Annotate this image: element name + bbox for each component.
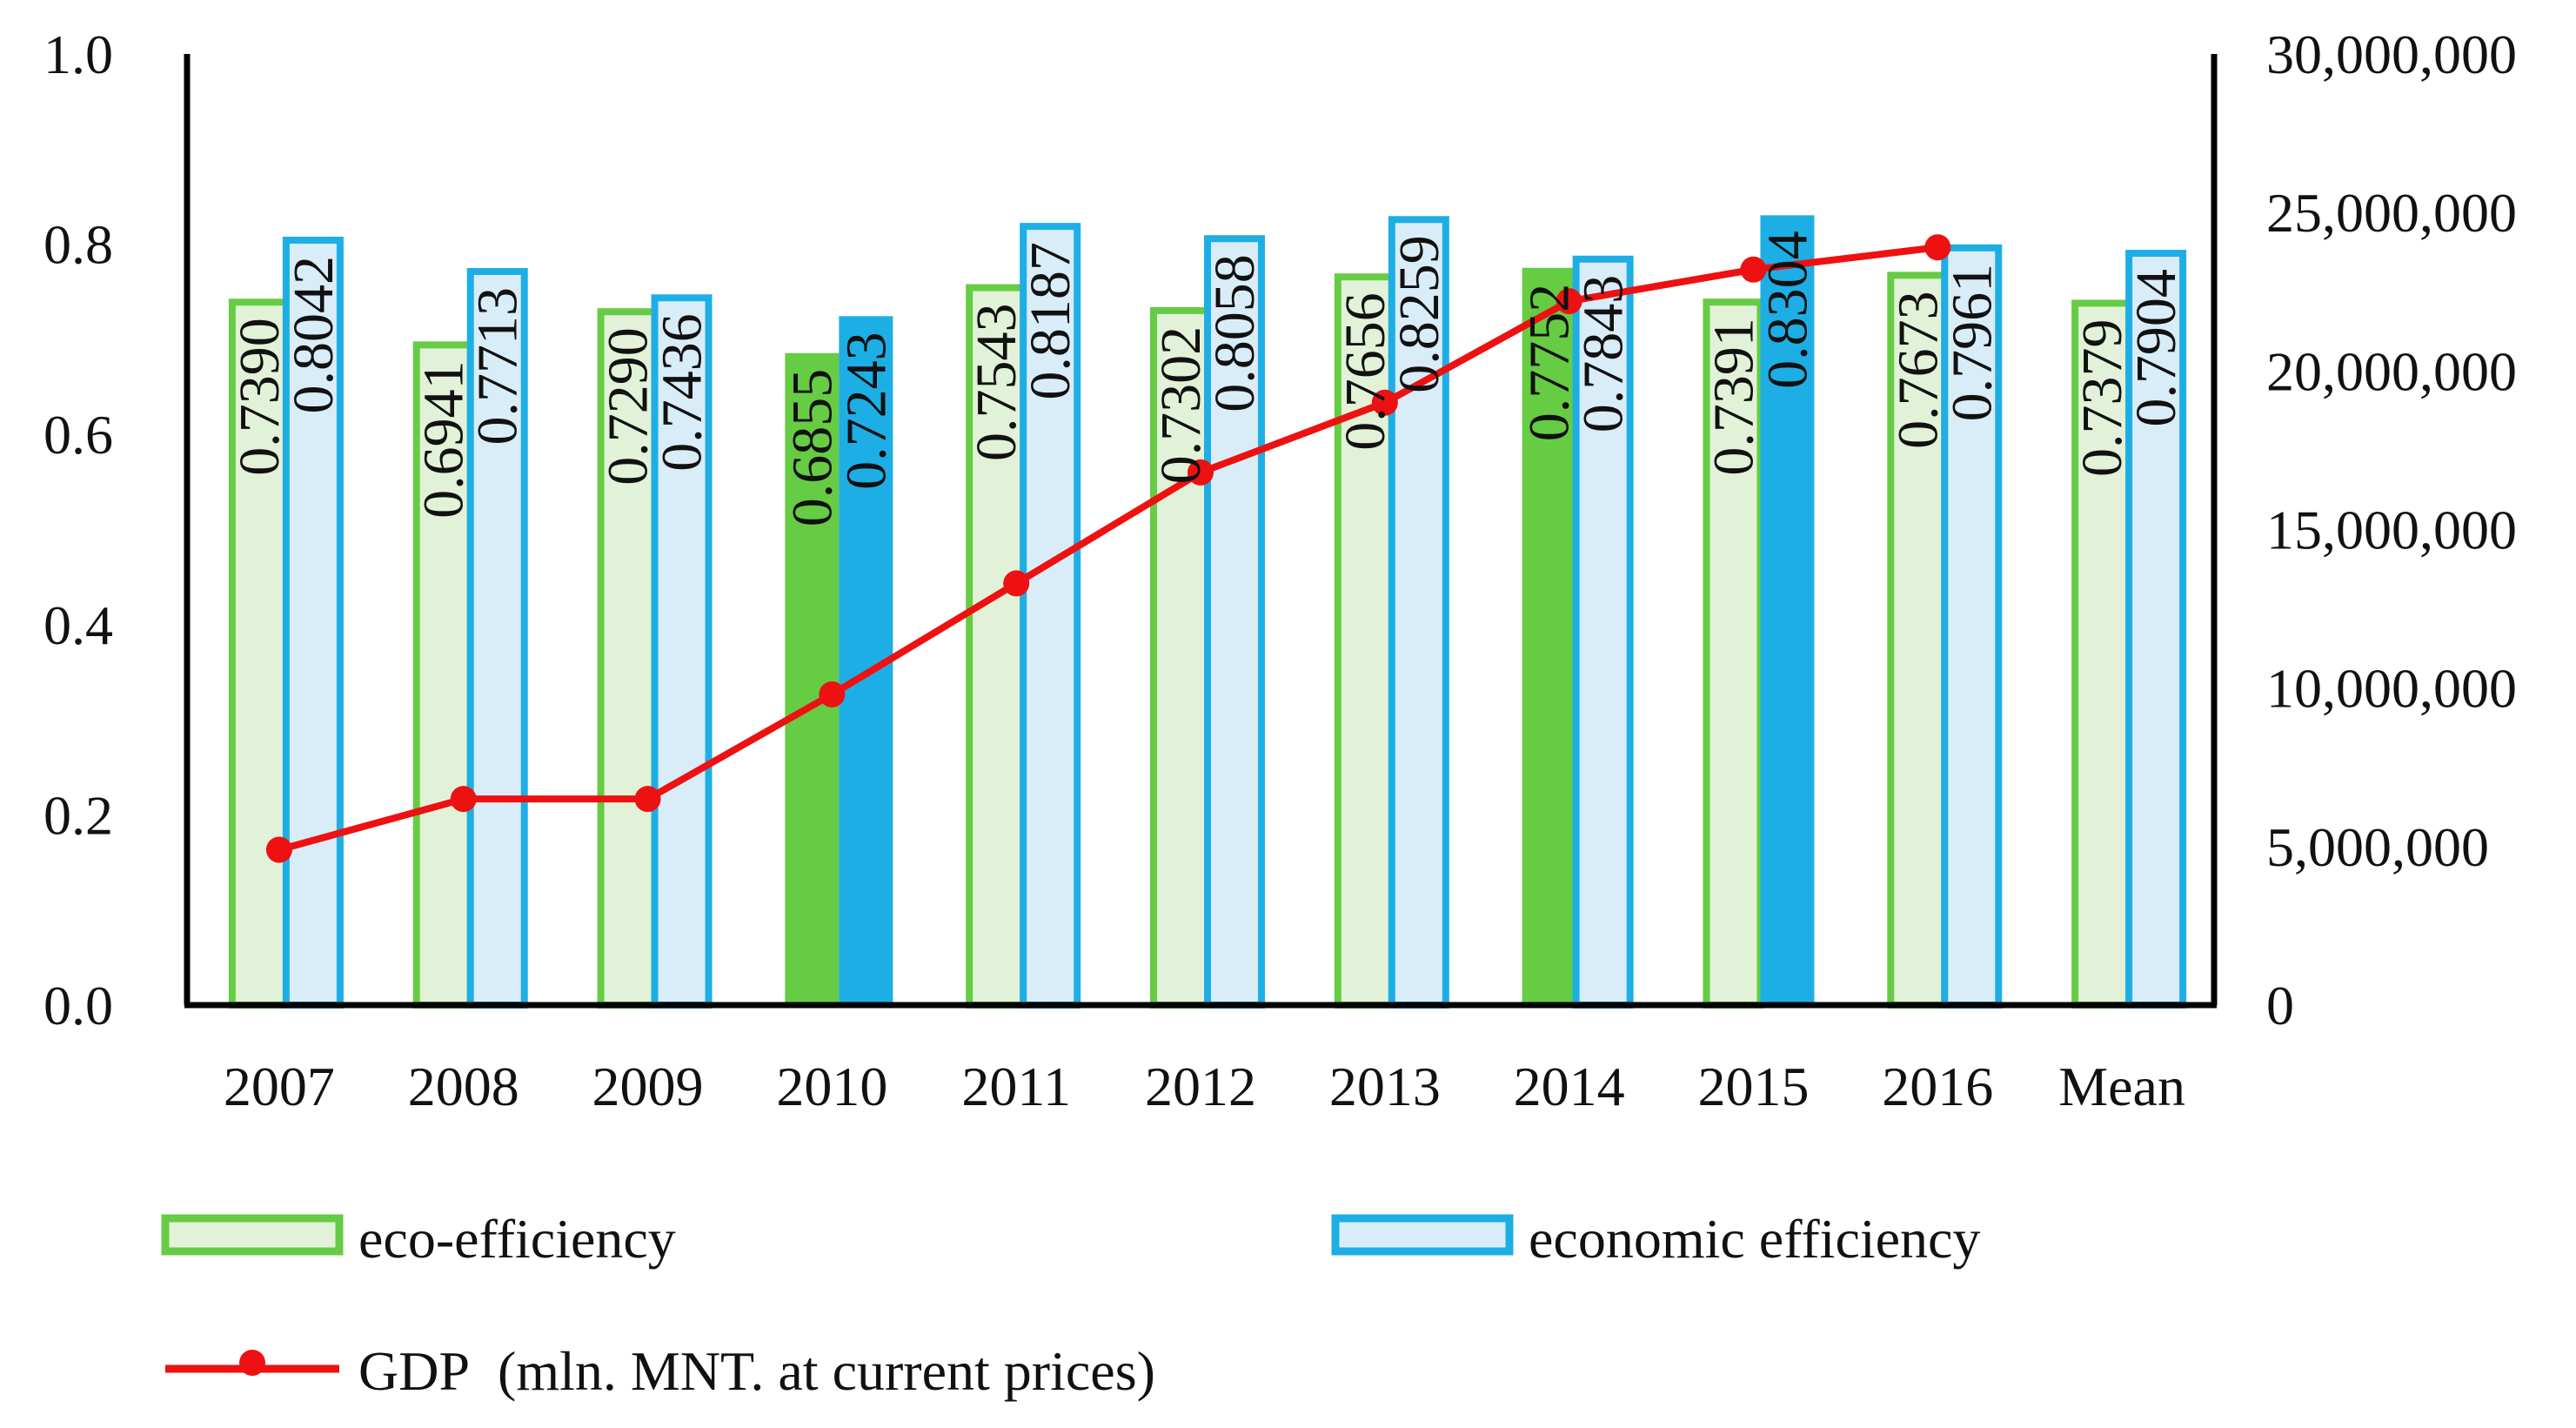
right-tick-label-10,000,000: 10,000,000: [2266, 658, 2517, 720]
gdp-point-2007: [265, 836, 292, 863]
data-label-economic-efficiency-2007: 0.8042: [282, 256, 345, 414]
gdp-point-2008: [450, 786, 477, 813]
data-label-eco-efficiency-2013: 0.7656: [1334, 292, 1397, 451]
x-tick-label-2008: 2008: [408, 1056, 519, 1117]
bar-economic-efficiency-2012: [1204, 235, 1265, 1009]
bar-value-labels-layer: 0.7390 0.6941 0.7290 0.6855 0.7543 0.7302 0.76…: [228, 231, 2188, 526]
data-label-eco-efficiency-2015: 0.7391: [1702, 318, 1765, 476]
axes-layer: [184, 54, 2218, 1009]
x-tick-label-2014: 2014: [1514, 1056, 1625, 1117]
data-label-eco-efficiency-2010: 0.6855: [780, 369, 844, 527]
left-tick-label-0.2: 0.2: [43, 784, 113, 846]
bar-eco-efficiency-2010: [785, 352, 840, 1005]
data-label-economic-efficiency-2012: 0.8058: [1203, 254, 1267, 412]
data-label-eco-efficiency-2016: 0.7673: [1886, 291, 1950, 448]
x-tick-label-2010: 2010: [776, 1056, 887, 1117]
legend-swatch-eco-efficiency: [161, 1214, 344, 1256]
legend: eco-efficiency economic efficiency GDP (…: [161, 1208, 1980, 1402]
bars-layer: [228, 215, 2187, 1009]
data-label-eco-efficiency-Mean: 0.7379: [2071, 318, 2134, 477]
legend-label-eco-efficiency: eco-efficiency: [358, 1208, 676, 1270]
gdp-point-2013: [1371, 389, 1398, 416]
bar-economic-efficiency-2016: [1941, 244, 2003, 1009]
data-label-economic-efficiency-2013: 0.8259: [1388, 235, 1451, 393]
data-label-eco-efficiency-2007: 0.7390: [228, 318, 291, 476]
data-label-economic-efficiency-2009: 0.7436: [651, 313, 714, 472]
x-tick-label-2013: 2013: [1329, 1056, 1441, 1117]
x-tick-label-2009: 2009: [592, 1056, 704, 1117]
x-tick-label-2015: 2015: [1697, 1056, 1809, 1117]
x-tick-label-2007: 2007: [224, 1056, 335, 1117]
right-tick-label-5,000,000: 5,000,000: [2266, 816, 2489, 878]
data-label-eco-efficiency-2008: 0.6941: [412, 360, 476, 519]
data-label-economic-efficiency-2015: 0.8304: [1756, 231, 1819, 389]
left-tick-label-1.0: 1.0: [43, 23, 113, 85]
gdp-line-layer: [265, 234, 1951, 863]
right-tick-label-15,000,000: 15,000,000: [2266, 499, 2517, 561]
legend-label-gdp: GDP (mln. MNT. at current prices): [358, 1340, 1155, 1402]
bar-economic-efficiency-2015: [1760, 215, 1815, 1005]
gdp-line: [278, 244, 1938, 854]
x-tick-label-2012: 2012: [1145, 1056, 1256, 1117]
bar-eco-efficiency-2014: [1522, 267, 1576, 1005]
data-label-economic-efficiency-2016: 0.7961: [1940, 264, 2004, 422]
data-label-economic-efficiency-Mean: 0.7904: [2124, 269, 2188, 427]
right-tick-label-0: 0: [2266, 975, 2294, 1036]
legend-label-economic-efficiency: economic efficiency: [1529, 1208, 1980, 1270]
data-label-eco-efficiency-2012: 0.7302: [1149, 326, 1213, 484]
gdp-point-2012: [1188, 459, 1214, 486]
x-tick-label-2011: 2011: [961, 1056, 1071, 1117]
bar-eco-efficiency-2016: [1887, 272, 1949, 1009]
gdp-point-2010: [819, 680, 846, 707]
left-tick-label-0.4: 0.4: [43, 594, 113, 656]
data-label-eco-efficiency-2009: 0.7290: [597, 327, 660, 486]
gdp-point-2009: [634, 786, 661, 813]
left-tick-label-0.6: 0.6: [43, 404, 113, 466]
bar-economic-efficiency-2013: [1388, 216, 1449, 1009]
data-label-economic-efficiency-2010: 0.7243: [834, 332, 898, 490]
data-label-economic-efficiency-2014: 0.7843: [1572, 275, 1636, 433]
legend-swatch-economic-efficiency: [1331, 1214, 1514, 1256]
bar-economic-efficiency-2011: [1020, 223, 1081, 1009]
tick-labels-layer: 0.0 0.2 0.4 0.6 0.8 1.0 0 5,000,000 10,000,000 15…: [43, 23, 2517, 1117]
left-tick-label-0.0: 0.0: [43, 975, 113, 1036]
bar-economic-efficiency-2009: [651, 294, 713, 1009]
x-tick-label-2016: 2016: [1882, 1056, 1993, 1117]
bar-economic-efficiency-2007: [282, 237, 344, 1009]
x-tick-label-Mean: Mean: [2058, 1056, 2185, 1117]
data-label-economic-efficiency-2008: 0.7713: [466, 287, 530, 446]
right-tick-label-30,000,000: 30,000,000: [2266, 23, 2517, 85]
left-tick-label-0.8: 0.8: [43, 214, 113, 276]
legend-marker-gdp: [239, 1350, 265, 1376]
right-tick-label-20,000,000: 20,000,000: [2266, 340, 2517, 402]
data-label-eco-efficiency-2011: 0.7543: [965, 304, 1028, 462]
data-label-economic-efficiency-2011: 0.8187: [1019, 242, 1082, 400]
gdp-point-2015: [1740, 256, 1767, 283]
gdp-point-2011: [1003, 570, 1030, 597]
gdp-point-2014: [1556, 288, 1582, 315]
right-tick-label-25,000,000: 25,000,000: [2266, 182, 2517, 244]
data-label-eco-efficiency-2014: 0.7752: [1518, 284, 1582, 442]
gdp-point-2016: [1924, 234, 1951, 261]
